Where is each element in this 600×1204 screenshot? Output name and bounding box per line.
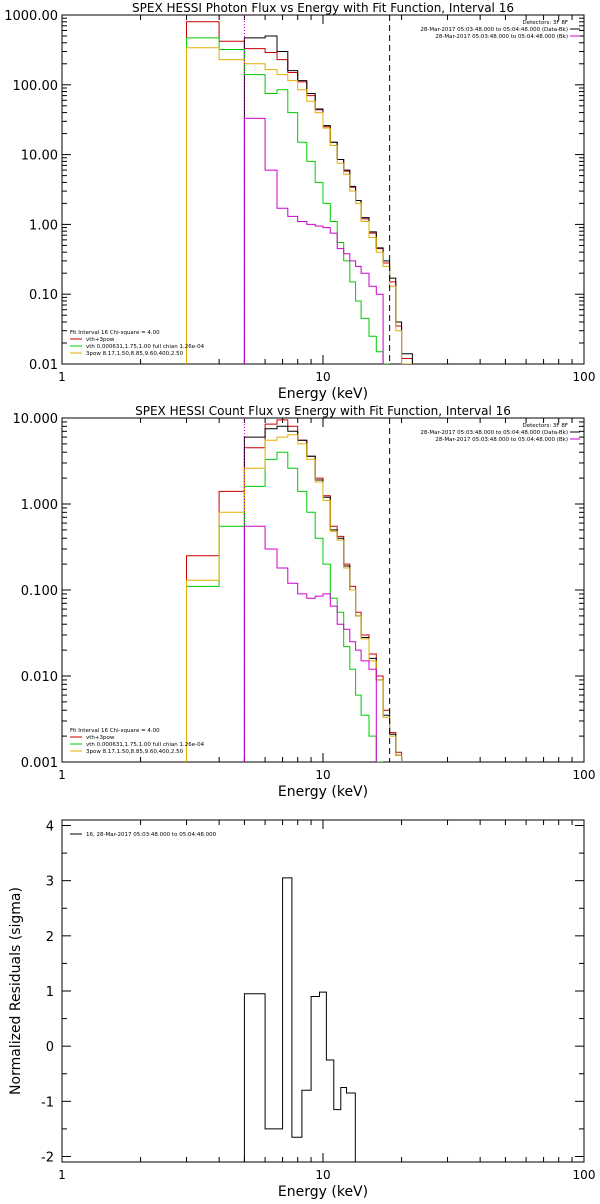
- legend-header: 16, 28-Mar-2017 05:03:48.000 to 05:04:48…: [70, 832, 217, 838]
- y-tick-label: 0.100: [21, 584, 58, 599]
- chart-title: SPEX HESSI Count Flux vs Energy with Fit…: [135, 404, 511, 418]
- legend-header-line: 28-Mar-2017 05:03:48.000 to 05:04:48.000…: [435, 34, 568, 40]
- x-tick-label: 100: [573, 1168, 596, 1182]
- x-tick-label: 100: [573, 768, 596, 782]
- y-tick-label: 1: [46, 985, 54, 1000]
- data-layer: [186, 419, 403, 762]
- legend-fit-line: 3pow 8.17,1.50,8.85,9.60,400,2.50: [86, 351, 184, 357]
- y-tick-label: -1: [41, 1095, 54, 1110]
- y-tick-label: 1.00: [29, 218, 58, 233]
- y-axis-label: Normalized Residuals (sigma): [8, 887, 24, 1095]
- y-tick-label: 10.000: [13, 412, 59, 427]
- legend-header-line: 28-Mar-2017 05:03:48.000 to 05:04:48.000…: [420, 430, 568, 436]
- y-tick-label: 1.000: [21, 498, 58, 513]
- x-tick-label: 1: [58, 370, 66, 384]
- legend-fit: Fit Interval 16 Chi-square = 4.00vth+3po…: [70, 728, 205, 755]
- y-tick-label: 10.00: [21, 149, 58, 164]
- series-5-line: [243, 117, 384, 364]
- series-3-line: [186, 451, 384, 762]
- y-tick-label: 4: [46, 820, 54, 835]
- chart-3: 1 10 100 Energy (keV) -2 -1 0 1 2 3 4 Normalized Re…: [8, 819, 596, 1200]
- y-tick-label: 100.00: [13, 79, 59, 94]
- y-tick-label: 0.10: [29, 288, 58, 303]
- series-3-line: [186, 37, 390, 364]
- y-axis-ticks: [62, 421, 584, 763]
- chart-title: SPEX HESSI Photon Flux vs Energy with Fi…: [132, 1, 514, 15]
- x-axis-label: Energy (keV): [278, 386, 368, 402]
- legend-fit: Fit Interval 16 Chi-square = 4.00vth+3po…: [70, 330, 205, 357]
- x-tick-label: 100: [573, 370, 596, 384]
- y-axis-ticks: [62, 825, 584, 1157]
- x-axis-ticks: [61, 820, 585, 1162]
- y-axis-ticks: [62, 17, 584, 365]
- y-tick-label: 0.001: [21, 756, 58, 771]
- y-tick-label: 0.010: [21, 670, 58, 685]
- x-axis-label: Energy (keV): [278, 784, 368, 800]
- plot-frame: [61, 819, 585, 1163]
- legend-header-line: 28-Mar-2017 05:03:48.000 to 05:04:48.000…: [435, 437, 568, 443]
- legend-fit-line: vth 0.000631,1.75,1.00 full chian 1.26e-…: [86, 742, 205, 748]
- series-5-line: [243, 525, 377, 762]
- series-4-line: [186, 47, 413, 364]
- legend-fit-line: Fit Interval 16 Chi-square = 4.00: [70, 728, 160, 734]
- x-tick-label: 1: [58, 1168, 66, 1182]
- legend-header-line: 28-Mar-2017 05:03:48.000 to 05:04:48.000…: [420, 27, 568, 33]
- x-tick-label: 10: [315, 768, 330, 782]
- data-layer: [186, 21, 413, 364]
- series-1-line: [186, 21, 413, 364]
- x-tick-label: 1: [58, 768, 66, 782]
- y-tick-label: 3: [46, 875, 54, 890]
- y-tick-label: 2: [46, 930, 54, 945]
- series-2-line: [243, 35, 413, 364]
- chart-1: SPEX HESSI Photon Flux vs Energy with Fi…: [4, 1, 595, 402]
- x-tick-label: 10: [315, 370, 330, 384]
- legend-header-line: Detectors: 3F 8F: [522, 20, 568, 26]
- chart-2: SPEX HESSI Count Flux vs Energy with Fit…: [13, 404, 596, 800]
- legend-fit-line: vth+3pow: [86, 337, 115, 343]
- y-tick-label: -2: [41, 1150, 54, 1165]
- series-1-line: [243, 877, 356, 1162]
- legend-header-line: 16, 28-Mar-2017 05:03:48.000 to 05:04:48…: [86, 832, 217, 838]
- y-tick-label: 1000.00: [4, 9, 58, 24]
- legend-fit-line: Fit Interval 16 Chi-square = 4.00: [70, 330, 160, 336]
- series-4-line: [186, 434, 403, 762]
- y-tick-label: 0.01: [29, 358, 58, 373]
- x-axis-label: Energy (keV): [278, 1184, 368, 1200]
- series-1-line: [186, 419, 403, 762]
- data-layer: [243, 877, 356, 1162]
- y-tick-label: 0: [46, 1040, 54, 1055]
- x-axis-ticks: [61, 418, 585, 762]
- legend-header-line: Detectors: 3F 8F: [522, 423, 568, 429]
- legend-fit-line: vth+3pow: [86, 735, 115, 741]
- x-axis-ticks: [61, 15, 585, 364]
- legend-fit-line: vth 0.000631,1.75,1.00 full chian 1.26e-…: [86, 344, 205, 350]
- legend-fit-line: 3pow 8.17,1.50,8.85,9.60,400,2.50: [86, 749, 184, 755]
- x-tick-label: 10: [315, 1168, 330, 1182]
- plot-frame: [61, 417, 585, 763]
